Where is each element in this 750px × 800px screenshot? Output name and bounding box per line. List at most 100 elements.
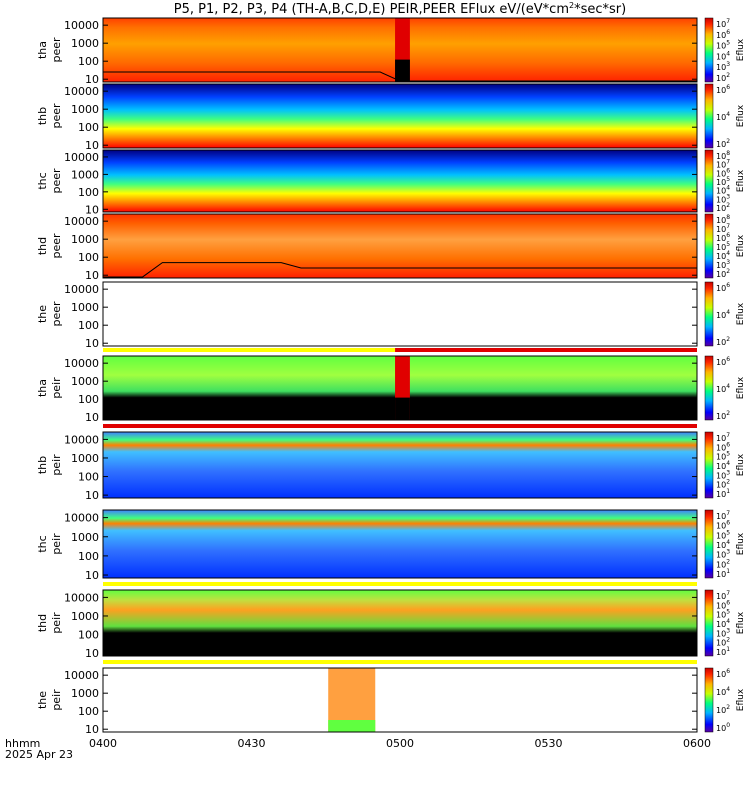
- colorbar-label: Eflux: [736, 376, 746, 399]
- panel-label-probe: thb: [36, 107, 49, 125]
- panel-label-probe: tha: [36, 379, 49, 397]
- colorbar-tick-label: 105: [716, 176, 730, 187]
- panel-thc-peir: 10 100 1000 10000 thc peir 1071061051041031021…: [36, 509, 746, 586]
- flag-bar: [103, 582, 697, 586]
- colorbar-label: Eflux: [736, 453, 746, 476]
- y-tick-label: 1000: [71, 610, 99, 623]
- panel-label-instrument: peir: [50, 612, 63, 634]
- colorbar-tick-label: 107: [716, 590, 730, 601]
- panel-frame: [102, 149, 698, 213]
- y-tick-label: 10000: [64, 669, 99, 682]
- colorbar-tick-label: 104: [716, 686, 730, 697]
- panel-label-instrument: peir: [50, 533, 63, 555]
- panel-label-instrument: peer: [50, 168, 63, 194]
- panel-label-probe: thd: [36, 237, 49, 255]
- panel-frame: [102, 213, 698, 279]
- panel-thd-peir: 10 100 1000 10000 thd peir 1071061051041031021…: [36, 589, 746, 664]
- x-tick-label: 0400: [89, 737, 117, 750]
- y-tick-label: 100: [78, 55, 99, 68]
- flag-bar: [103, 424, 697, 428]
- colorbar: [704, 213, 714, 279]
- colorbar-tick-label: 101: [716, 568, 730, 579]
- colorbar: [704, 355, 714, 421]
- spectrogram-fill: [103, 282, 697, 346]
- panel-the-peir: 10 100 1000 10000 the peir 106 104 102 100 Eflux: [36, 667, 746, 736]
- colorbar-tick-label: 100: [716, 722, 730, 733]
- y-tick-label: 100: [78, 471, 99, 484]
- flag-bar: [103, 348, 396, 352]
- y-tick-label: 10: [85, 337, 99, 350]
- x-axis-label: hhmm: [5, 737, 40, 750]
- colorbar-tick-label: 104: [716, 460, 730, 471]
- y-tick-label: 10: [85, 269, 99, 282]
- panel-label-probe: the: [36, 305, 49, 323]
- spectrogram-fill: [103, 510, 697, 578]
- y-tick-label: 10000: [64, 151, 99, 164]
- colorbar-tick-label: 102: [716, 479, 730, 490]
- colorbar-tick-label: 103: [716, 627, 730, 638]
- panel-label-instrument: peer: [50, 37, 63, 63]
- colorbar-label: Eflux: [736, 688, 746, 711]
- panel-label-probe: thc: [36, 535, 49, 552]
- y-tick-label: 100: [78, 251, 99, 264]
- colorbar-tick-label: 105: [716, 529, 730, 540]
- colorbar-label: Eflux: [736, 611, 746, 634]
- data-gap-low: [395, 397, 410, 420]
- colorbar-tick-label: 106: [716, 167, 730, 178]
- x-axis-date: 2025 Apr 23: [5, 748, 73, 761]
- y-tick-label: 100: [78, 393, 99, 406]
- colorbar-tick-label: 102: [716, 637, 730, 648]
- panel-thb-peir: 10 100 1000 10000 thb peir 1071061051041031021…: [36, 424, 746, 502]
- figure-title: P5, P1, P2, P3, P4 (TH-A,B,C,D,E) PEIR,P…: [174, 1, 626, 17]
- colorbar-tick-label: 104: [716, 383, 730, 394]
- panel-frame: [102, 589, 698, 657]
- colorbar-tick-label: 103: [716, 469, 730, 480]
- colorbar-tick-label: 107: [716, 159, 730, 170]
- y-tick-label: 10: [85, 569, 99, 582]
- panel-label-probe: thd: [36, 614, 49, 632]
- colorbar-tick-label: 102: [716, 410, 730, 421]
- y-tick-label: 10000: [64, 283, 99, 296]
- colorbar: [704, 149, 714, 213]
- colorbar: [704, 83, 714, 149]
- colorbar-label: Eflux: [736, 169, 746, 192]
- y-tick-label: 10: [85, 489, 99, 502]
- y-tick-label: 1000: [71, 37, 99, 50]
- colorbar-tick-label: 106: [716, 356, 730, 367]
- colorbar-tick-label: 104: [716, 50, 730, 61]
- colorbar-tick-label: 104: [716, 111, 730, 122]
- colorbar-tick-label: 102: [716, 72, 730, 83]
- y-tick-label: 10: [85, 139, 99, 152]
- spectrogram-fill: [103, 668, 697, 732]
- y-tick-label: 100: [78, 319, 99, 332]
- colorbar-tick-label: 108: [716, 150, 730, 161]
- colorbar: [704, 589, 714, 657]
- colorbar-tick-label: 106: [716, 282, 730, 293]
- panel-thd-peer: 10 100 1000 10000 thd peer 1081071061051041031…: [36, 213, 746, 282]
- panel-the-peer: 10 100 1000 10000 the peer 106 104 102 Eflux: [36, 281, 746, 352]
- panel-label-probe: the: [36, 691, 49, 709]
- y-tick-label: 1000: [71, 168, 99, 181]
- panel-frame: [102, 17, 698, 83]
- colorbar-tick-label: 106: [716, 599, 730, 610]
- colorbar-tick-label: 102: [716, 268, 730, 279]
- panel-tha-peir: 10 100 1000 10000 tha peir 106 104 102 Eflux: [36, 355, 746, 428]
- y-tick-label: 1000: [71, 301, 99, 314]
- colorbar-tick-label: 106: [716, 668, 730, 679]
- colorbar: [704, 281, 714, 347]
- colorbar-tick-label: 106: [716, 441, 730, 452]
- panel-label-instrument: peer: [50, 103, 63, 129]
- spectrogram-fill: [103, 432, 697, 498]
- colorbar-tick-label: 107: [716, 223, 730, 234]
- colorbar-tick-label: 106: [716, 232, 730, 243]
- y-tick-label: 100: [78, 121, 99, 134]
- colorbar-tick-label: 105: [716, 241, 730, 252]
- flag-bar: [395, 348, 697, 352]
- colorbar-tick-label: 107: [716, 18, 730, 29]
- colorbar-tick-label: 102: [716, 138, 730, 149]
- colorbar-tick-label: 107: [716, 510, 730, 521]
- y-tick-label: 100: [78, 550, 99, 563]
- colorbar-label: Eflux: [736, 104, 746, 127]
- y-tick-label: 1000: [71, 531, 99, 544]
- x-tick-label: 0500: [386, 737, 414, 750]
